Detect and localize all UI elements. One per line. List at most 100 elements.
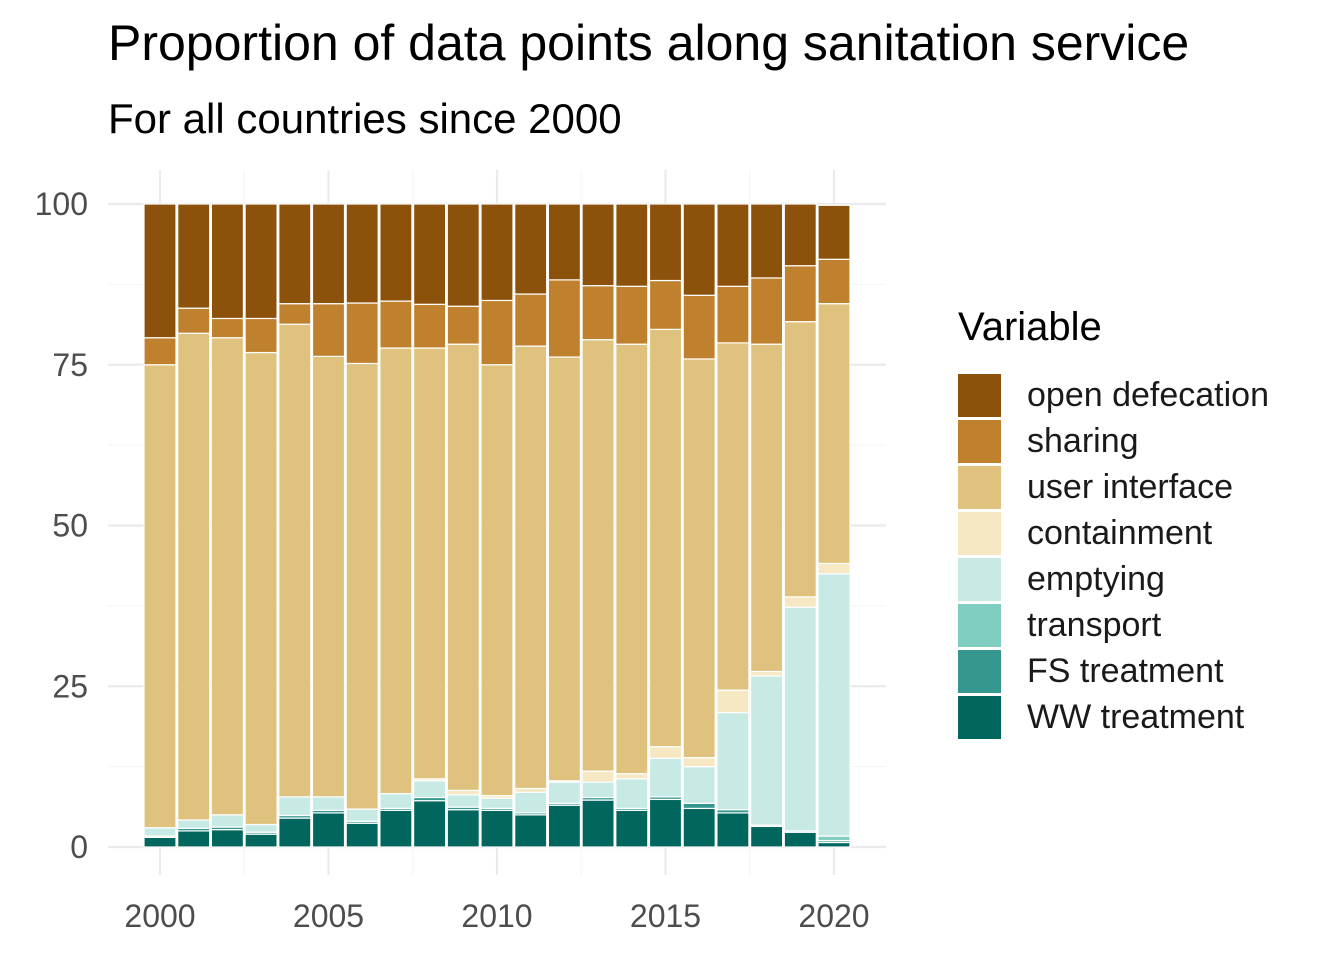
bar-segment [648, 798, 683, 848]
bar-segment [413, 347, 447, 780]
bar-segment [749, 343, 784, 673]
bar-segment [446, 305, 480, 345]
bar-segment [749, 675, 784, 826]
bar-segment [143, 827, 177, 837]
y-tick-label: 0 [70, 829, 88, 865]
bar-segment [143, 836, 177, 848]
bar-segment [648, 746, 683, 759]
legend-swatch [958, 465, 1001, 509]
bars [143, 203, 851, 848]
bar-segment [817, 303, 851, 565]
bar-segment [716, 812, 750, 848]
bar-segment [345, 302, 379, 365]
bar-segment [278, 203, 312, 305]
bar-segment [581, 285, 615, 341]
bar-segment [547, 203, 582, 281]
bar-segment [143, 337, 177, 366]
bar-segment [244, 833, 278, 848]
bar-segment [379, 300, 413, 349]
bar-segment [716, 689, 750, 714]
bar-segment [682, 294, 716, 360]
legend-label: transport [1027, 605, 1162, 644]
x-tick-label: 2000 [124, 898, 195, 934]
legend-label: WW treatment [1027, 697, 1245, 736]
bar-segment [143, 203, 177, 339]
y-axis-ticks: 0 25 50 75 100 [35, 186, 88, 865]
bar-segment [615, 285, 649, 345]
bar-segment [682, 802, 716, 810]
bar-segment [581, 799, 615, 848]
bar-segment [480, 809, 514, 848]
bar-segment [278, 303, 312, 325]
legend-title: Variable [958, 305, 1102, 349]
bar-segment [615, 343, 649, 775]
bar-segment [682, 766, 716, 804]
legend-item: emptying [958, 556, 1269, 602]
legend-swatch [958, 695, 1001, 739]
legend-swatch [958, 557, 1001, 601]
chart-subtitle: For all countries since 2000 [108, 95, 622, 142]
bar-segment [514, 203, 548, 295]
bar-segment [615, 203, 649, 287]
bar-segment [278, 323, 312, 798]
bar-segment [749, 670, 784, 677]
bar-segment [749, 277, 784, 345]
legend-item: user interface [958, 464, 1269, 510]
bar-segment [648, 328, 683, 748]
bar-segment [177, 307, 211, 334]
bar-segment [783, 203, 817, 267]
bar-segment [682, 203, 716, 296]
legend-label: open defecation [1027, 375, 1269, 414]
bar-segment [547, 356, 582, 782]
bar-segment [480, 203, 514, 302]
y-tick-label: 25 [52, 668, 88, 704]
bar-segment [244, 317, 278, 354]
bar-segment [547, 804, 582, 848]
bar-segment [311, 796, 346, 811]
bar-segment [783, 831, 817, 848]
bar-segment [480, 364, 514, 797]
bar-segment [514, 791, 548, 814]
bar-segment [581, 781, 615, 799]
bar-segment [379, 203, 413, 302]
x-tick-label: 2010 [461, 898, 532, 934]
x-tick-label: 2005 [293, 898, 364, 934]
bar-segment [177, 332, 211, 821]
x-tick-label: 2020 [798, 898, 869, 934]
x-axis-ticks: 2000 2005 2010 2015 2020 [124, 898, 869, 934]
bar-segment [817, 835, 851, 842]
bar-segment [278, 817, 312, 848]
bar-segment [817, 562, 851, 575]
bar-segment [446, 794, 480, 808]
bar-segment [210, 814, 244, 828]
legend-swatch [958, 373, 1001, 417]
bar-segment [581, 339, 615, 772]
legend-swatch [958, 419, 1001, 463]
bar-segment [244, 351, 278, 826]
bar-segment [210, 829, 244, 848]
bar-segment [210, 317, 244, 339]
bar-segment [716, 342, 750, 691]
bar-segment [480, 797, 514, 810]
bar-segment [379, 347, 413, 795]
bar-segment [514, 293, 548, 347]
bar-segment [311, 203, 346, 305]
bar-segment [817, 258, 851, 305]
bar-segment [749, 203, 784, 279]
bar-segment [682, 807, 716, 848]
legend-swatch [958, 649, 1001, 693]
bar-segment [716, 203, 750, 287]
bar-segment [143, 364, 177, 829]
bar-segment [413, 303, 447, 349]
legend-item: FS treatment [958, 648, 1269, 694]
bar-segment [547, 279, 582, 358]
bar-segment [446, 203, 480, 307]
bar-segment [345, 822, 379, 848]
bar-segment [648, 279, 683, 330]
bar-segment [311, 355, 346, 798]
legend-item: containment [958, 510, 1269, 556]
legend-item: transport [958, 602, 1269, 648]
bar-segment [749, 825, 784, 848]
y-tick-label: 50 [52, 508, 88, 544]
legend-items: open defecation sharing user interface cont… [958, 372, 1269, 740]
